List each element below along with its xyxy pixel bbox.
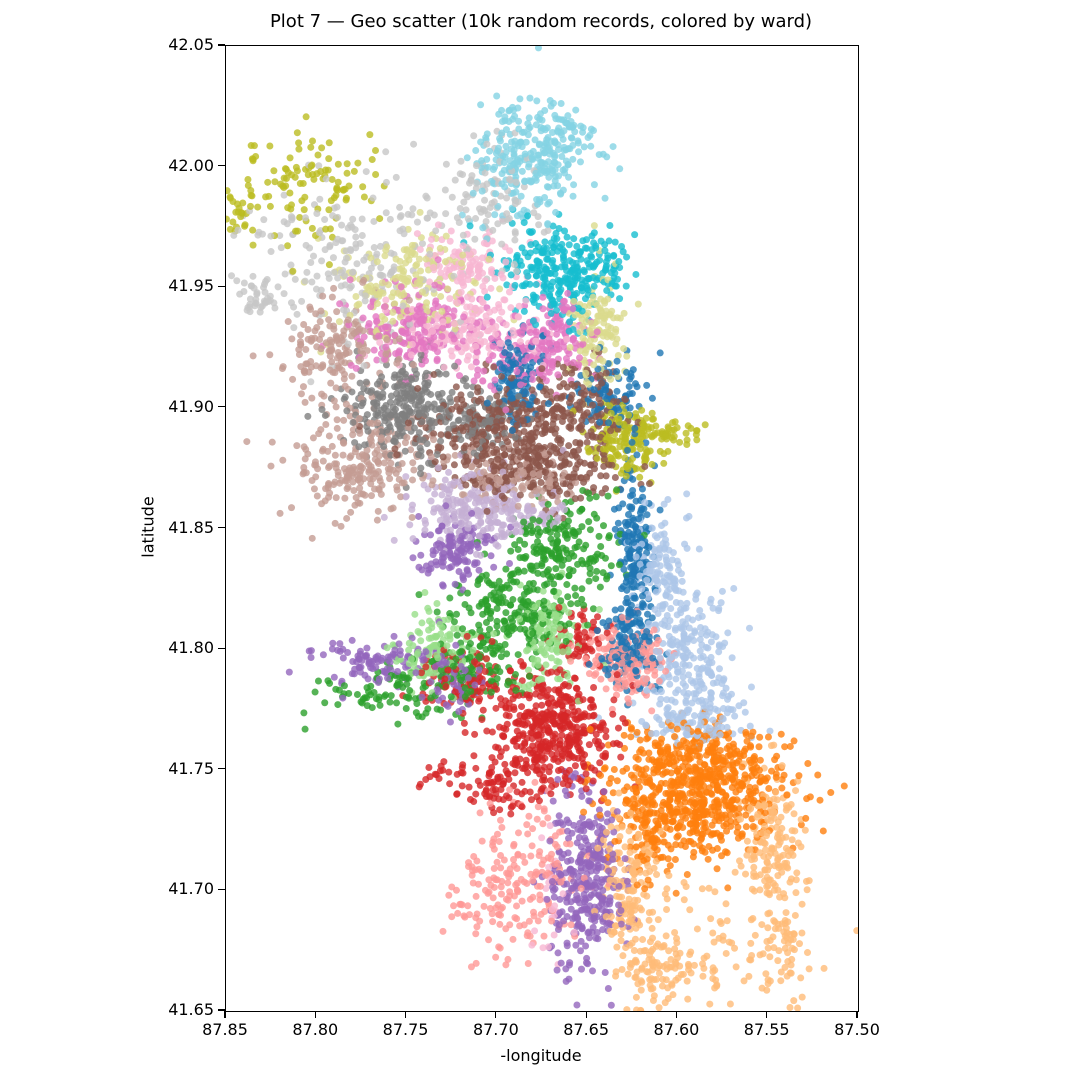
x-tick-label: 87.55 [743,1020,790,1039]
x-tick-mark [224,1011,226,1018]
x-tick-mark [856,1011,858,1018]
y-tick-label: 41.95 [168,276,214,296]
y-tick-label: 41.75 [168,758,214,778]
y-tick-label: 41.80 [168,638,214,658]
x-tick-mark [314,1011,316,1018]
y-tick-label: 42.05 [168,35,214,54]
x-axis-label: -longitude [500,1046,582,1065]
x-tick-label: 87.50 [834,1020,880,1039]
x-tick-mark [675,1011,678,1018]
axes-frame [225,45,859,1012]
chart-title: Plot 7 — Geo scatter (10k random records… [269,11,813,32]
y-tick-label: 42.00 [168,155,214,175]
y-tick-label: 41.90 [168,396,214,416]
y-tick-mark [218,44,225,46]
y-tick-mark [218,888,225,890]
scatter-canvas [226,46,858,1011]
y-tick-label: 41.65 [168,1000,214,1019]
x-tick-mark [495,1011,497,1018]
x-tick-label: 87.75 [382,1020,429,1039]
y-tick-mark [218,647,225,649]
x-tick-label: 87.65 [563,1020,610,1039]
x-tick-label: 87.70 [472,1020,519,1039]
x-tick-mark [585,1011,587,1018]
y-tick-mark [218,768,225,770]
x-tick-mark [404,1011,407,1018]
y-tick-mark [218,406,225,408]
y-tick-label: 41.85 [168,517,214,537]
y-tick-mark [218,285,225,287]
y-axis-label: latitude [138,496,158,558]
x-tick-label: 87.80 [292,1020,339,1039]
y-tick-label: 41.70 [168,879,214,899]
y-tick-mark [218,526,225,529]
y-tick-mark [218,165,225,167]
x-tick-mark [766,1011,768,1018]
x-tick-label: 87.85 [202,1020,248,1039]
x-tick-label: 87.60 [653,1020,700,1039]
y-tick-mark [218,1009,225,1011]
